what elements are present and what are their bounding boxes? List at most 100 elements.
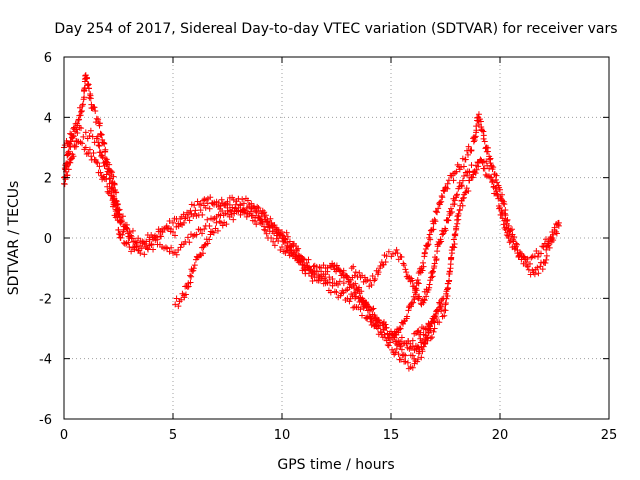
data-point <box>518 250 525 257</box>
data-point <box>115 226 122 233</box>
data-point <box>85 85 92 92</box>
data-point <box>400 351 407 358</box>
data-point <box>438 198 445 205</box>
x-tick-label: 5 <box>169 428 177 443</box>
data-point <box>481 138 488 145</box>
data-point <box>540 244 547 251</box>
data-point <box>173 251 180 258</box>
data-point <box>528 254 535 261</box>
data-point <box>218 196 225 203</box>
data-point <box>143 238 150 245</box>
data-point <box>168 244 175 251</box>
data-point <box>103 161 110 168</box>
data-point <box>239 196 246 203</box>
data-point <box>360 298 367 305</box>
data-point <box>543 252 550 259</box>
data-point <box>392 331 399 338</box>
data-point <box>448 256 455 263</box>
data-point <box>99 154 106 161</box>
data-point <box>438 192 445 199</box>
data-point <box>201 226 208 233</box>
data-point <box>119 213 126 220</box>
data-point <box>182 215 189 222</box>
data-point <box>290 242 297 249</box>
data-point <box>420 259 427 266</box>
data-point <box>299 261 306 268</box>
data-point <box>250 203 257 210</box>
data-point <box>123 221 130 228</box>
data-point <box>427 335 434 342</box>
data-point <box>458 182 465 189</box>
data-point <box>82 129 89 136</box>
data-point <box>507 227 514 234</box>
data-point <box>171 232 178 239</box>
data-point <box>453 225 460 232</box>
data-point <box>421 296 428 303</box>
data-point <box>470 169 477 176</box>
data-point <box>70 125 77 132</box>
data-point <box>219 222 226 229</box>
data-point <box>455 216 462 223</box>
data-point <box>80 133 87 140</box>
data-point <box>199 250 206 257</box>
data-point <box>86 132 93 139</box>
data-point <box>237 211 244 218</box>
data-point <box>240 200 247 207</box>
data-point <box>392 349 399 356</box>
data-point <box>184 234 191 241</box>
data-point <box>440 295 447 302</box>
data-point <box>398 253 405 260</box>
data-point <box>150 236 157 243</box>
data-point <box>102 146 109 153</box>
x-tick-label: 15 <box>383 428 400 443</box>
data-point <box>318 275 325 282</box>
data-point <box>223 221 230 228</box>
data-point <box>197 207 204 214</box>
y-tick-label: 2 <box>44 172 52 187</box>
data-point <box>471 134 478 141</box>
data-point <box>435 308 442 315</box>
data-point <box>427 236 434 243</box>
data-point <box>247 208 254 215</box>
data-point <box>86 146 93 153</box>
data-point <box>397 356 404 363</box>
data-point <box>210 229 217 236</box>
data-point <box>480 132 487 139</box>
data-points <box>61 72 562 372</box>
y-tick-label: -4 <box>39 353 52 368</box>
data-point <box>410 283 417 290</box>
data-point <box>274 226 281 233</box>
data-point <box>499 191 506 198</box>
data-point <box>293 248 300 255</box>
data-point <box>148 241 155 248</box>
data-point <box>66 140 73 147</box>
data-point <box>93 158 100 165</box>
data-point <box>459 177 466 184</box>
data-point <box>429 269 436 276</box>
data-point <box>453 168 460 175</box>
data-point <box>525 266 532 273</box>
data-point <box>336 278 343 285</box>
data-point <box>447 210 454 217</box>
data-point <box>261 226 268 233</box>
data-point <box>482 171 489 178</box>
data-point <box>193 231 200 238</box>
data-point <box>284 233 291 240</box>
data-point <box>514 247 521 254</box>
data-point <box>126 244 133 251</box>
data-point <box>244 197 251 204</box>
data-point <box>197 226 204 233</box>
data-point <box>416 293 423 300</box>
data-point <box>326 274 333 281</box>
data-point <box>275 237 282 244</box>
data-point <box>346 298 353 305</box>
data-point <box>303 259 310 266</box>
data-point <box>204 216 211 223</box>
data-point <box>462 156 469 163</box>
data-point <box>82 144 89 151</box>
data-point <box>382 259 389 266</box>
data-point <box>111 195 118 202</box>
data-point <box>350 263 357 270</box>
x-tick-labels: 0 5 10 15 20 25 <box>60 428 617 443</box>
data-point <box>439 194 446 201</box>
